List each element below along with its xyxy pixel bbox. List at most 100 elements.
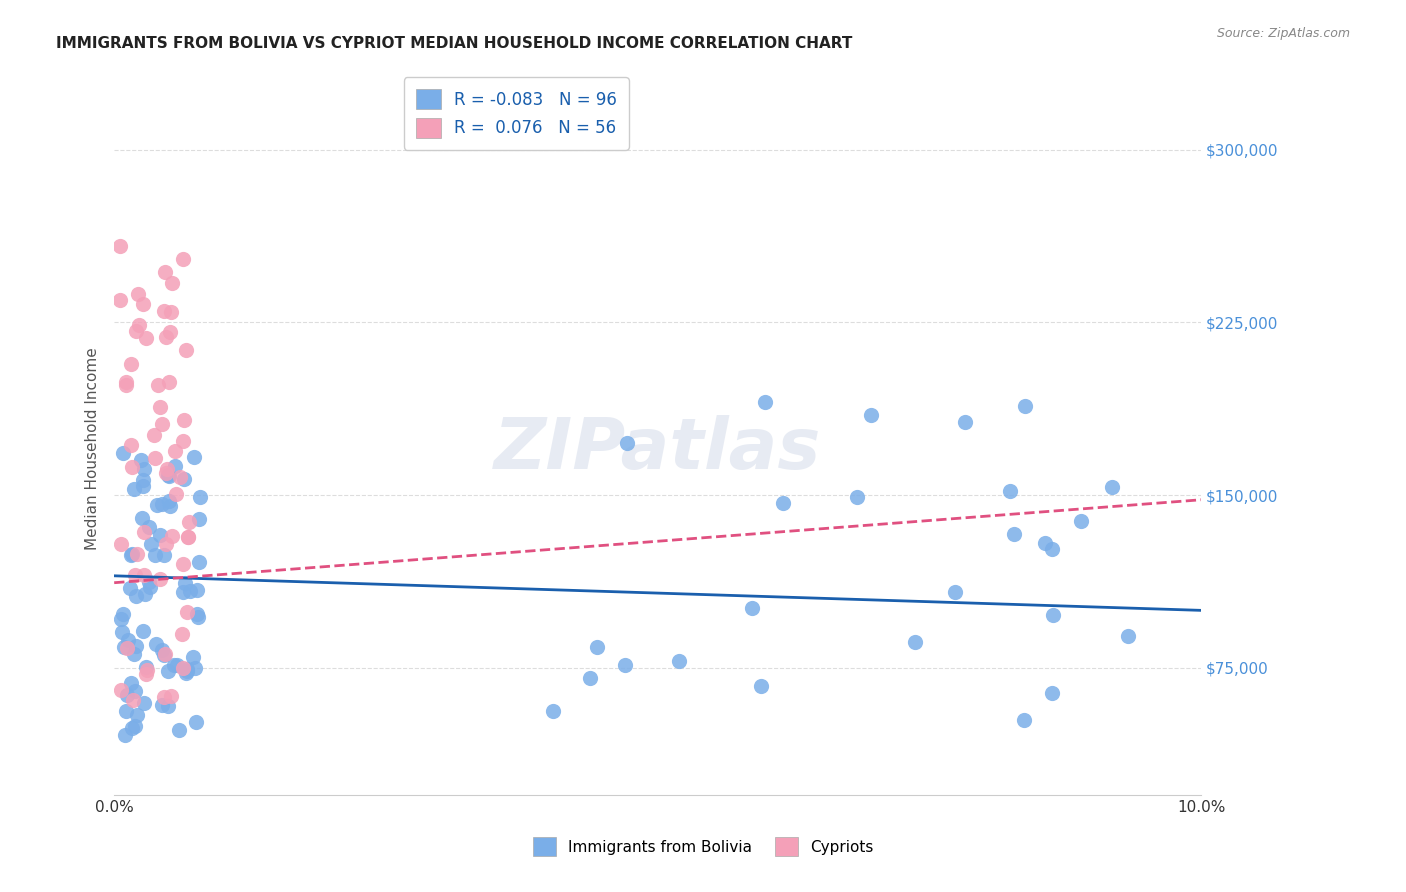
Point (1033, 535, 1056, 549)
Point (155, 466, 177, 480)
Point (157, 468, 180, 483)
Point (121, 460, 143, 475)
Point (110, 537, 132, 551)
Point (121, 721, 143, 735)
Point (149, 572, 172, 586)
Point (132, 568, 155, 582)
Y-axis label: Median Household Income: Median Household Income (86, 348, 100, 550)
Point (159, 499, 181, 513)
Point (114, 728, 136, 742)
Point (146, 498, 169, 512)
Point (157, 468, 180, 483)
Point (860, 409, 883, 423)
Point (169, 723, 191, 737)
Point (187, 512, 209, 526)
Point (172, 558, 194, 572)
Point (586, 640, 609, 655)
Point (143, 548, 166, 562)
Point (120, 438, 142, 452)
Point (145, 637, 167, 651)
Point (114, 378, 136, 392)
Point (845, 491, 868, 505)
Point (149, 400, 172, 414)
Point (616, 436, 638, 450)
Point (173, 472, 195, 486)
Point (184, 661, 207, 675)
Point (177, 530, 200, 544)
Point (162, 657, 184, 672)
Point (139, 580, 162, 594)
Point (138, 520, 160, 534)
Point (141, 536, 163, 550)
Point (157, 376, 180, 390)
Point (148, 377, 170, 392)
Point (945, 585, 967, 599)
Point (165, 487, 187, 501)
Point (160, 305, 183, 319)
Point (155, 462, 177, 476)
Point (110, 682, 132, 697)
Point (153, 265, 176, 279)
Point (111, 625, 134, 640)
Point (157, 494, 180, 508)
Point (173, 413, 195, 427)
Point (579, 671, 602, 685)
Point (110, 239, 132, 253)
Point (172, 252, 194, 266)
Point (668, 654, 690, 668)
Point (176, 662, 198, 676)
Point (904, 635, 927, 649)
Point (115, 689, 138, 703)
Point (772, 495, 794, 509)
Point (149, 527, 172, 541)
Point (150, 698, 173, 713)
Point (120, 357, 142, 371)
Point (749, 679, 772, 693)
Point (169, 470, 191, 484)
Point (131, 297, 153, 311)
Point (108, 293, 131, 307)
Point (129, 453, 152, 467)
Point (120, 548, 142, 562)
Point (138, 574, 160, 589)
Point (135, 666, 157, 681)
Point (166, 658, 188, 673)
Text: IMMIGRANTS FROM BOLIVIA VS CYPRIOT MEDIAN HOUSEHOLD INCOME CORRELATION CHART: IMMIGRANTS FROM BOLIVIA VS CYPRIOT MEDIA… (56, 36, 852, 51)
Point (152, 497, 174, 511)
Point (1014, 713, 1036, 727)
Point (131, 624, 153, 639)
Point (163, 444, 186, 458)
Point (120, 676, 142, 690)
Point (155, 537, 177, 551)
Point (186, 607, 208, 621)
Point (135, 331, 157, 345)
Point (153, 548, 176, 562)
Point (122, 692, 145, 706)
Point (176, 664, 198, 678)
Point (183, 450, 205, 465)
Point (179, 583, 201, 598)
Point (136, 663, 159, 677)
Point (741, 600, 763, 615)
Point (114, 704, 136, 718)
Point (165, 458, 187, 473)
Point (179, 515, 201, 529)
Point (998, 484, 1021, 499)
Point (181, 649, 204, 664)
Point (172, 585, 194, 599)
Point (1014, 399, 1036, 413)
Point (112, 640, 135, 654)
Point (1070, 514, 1092, 528)
Point (172, 661, 194, 675)
Point (134, 462, 156, 476)
Point (162, 276, 184, 290)
Point (541, 705, 564, 719)
Point (176, 605, 198, 619)
Point (155, 330, 177, 344)
Point (124, 589, 146, 603)
Point (159, 690, 181, 704)
Point (127, 286, 149, 301)
Point (157, 699, 180, 714)
Point (1040, 541, 1063, 556)
Point (754, 394, 776, 409)
